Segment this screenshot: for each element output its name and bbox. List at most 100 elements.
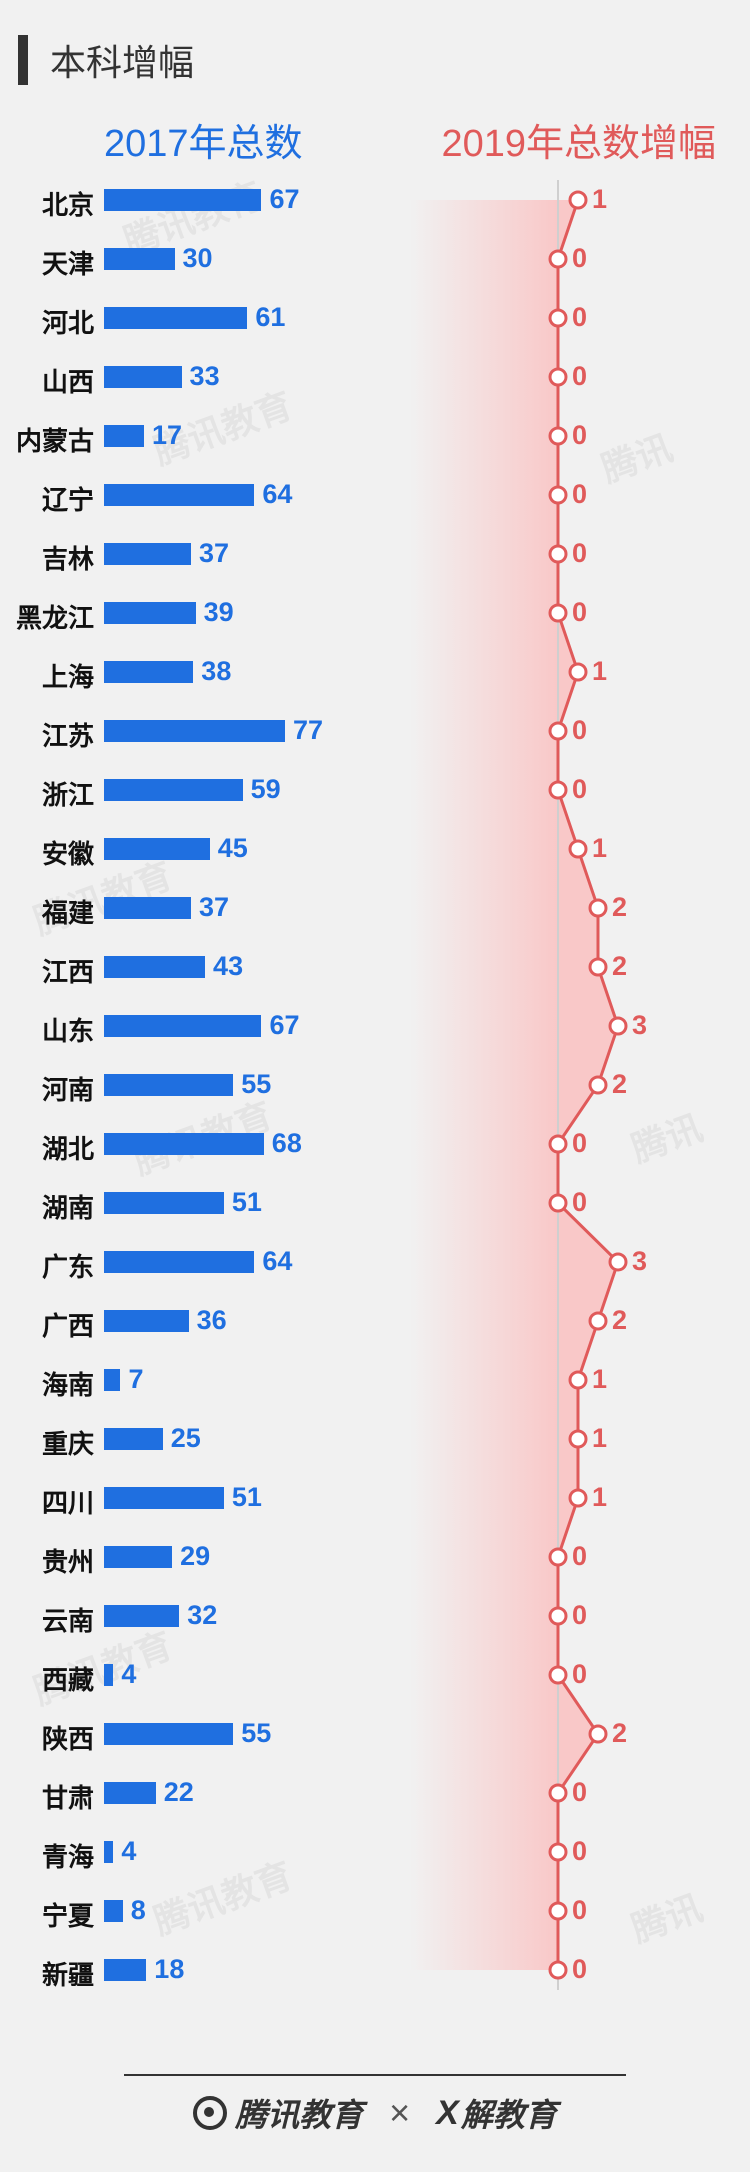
increase-point [568, 1429, 588, 1449]
bar-value-label: 77 [292, 715, 323, 745]
bar [104, 897, 191, 919]
category-label: 新疆 [41, 1960, 94, 1990]
category-label: 内蒙古 [15, 426, 94, 456]
increase-point [548, 1842, 568, 1862]
increase-point [548, 1193, 568, 1213]
category-label: 吉林 [41, 544, 94, 574]
increase-value-label: 1 [592, 656, 608, 686]
category-label: 四川 [41, 1488, 94, 1518]
increase-value-label: 3 [632, 1010, 648, 1040]
bar [104, 1959, 147, 1981]
left-column-header: 2017年总数 [104, 123, 303, 165]
increase-point [568, 190, 588, 210]
category-label: 山西 [41, 367, 94, 397]
increase-value-label: 2 [612, 1718, 628, 1748]
tencent-education-logo-icon [193, 2096, 228, 2130]
bar [104, 307, 248, 329]
bar-value-label: 36 [196, 1305, 227, 1335]
increase-point [548, 367, 568, 387]
bar [104, 1782, 156, 1804]
increase-point [548, 1901, 568, 1921]
bar [104, 779, 243, 801]
bar-value-label: 4 [121, 1836, 137, 1866]
bar-value-label: 22 [163, 1777, 194, 1807]
increase-value-label: 0 [572, 538, 588, 568]
category-label: 辽宁 [41, 485, 94, 515]
increase-value-label: 3 [632, 1246, 648, 1276]
category-label: 北京 [41, 190, 94, 220]
increase-value-label: 0 [572, 420, 588, 450]
increase-point [548, 721, 568, 741]
bar [104, 1605, 180, 1627]
category-label: 甘肃 [41, 1783, 94, 1813]
category-label: 浙江 [41, 780, 94, 810]
increase-value-label: 2 [612, 1305, 628, 1335]
increase-value-label: 0 [572, 1777, 588, 1807]
increase-value-label: 2 [612, 892, 628, 922]
increase-point [548, 1606, 568, 1626]
footer-brand-2: 解教育 [460, 2097, 557, 2133]
increase-point [548, 485, 568, 505]
increase-point [548, 1665, 568, 1685]
bar-value-label: 33 [189, 361, 220, 391]
bar-value-label: 51 [231, 1187, 262, 1217]
bar [104, 189, 262, 211]
bar-value-label: 51 [231, 1482, 262, 1512]
bar-value-label: 64 [262, 479, 293, 509]
category-label: 陕西 [41, 1724, 94, 1754]
increase-value-label: 1 [592, 1482, 608, 1512]
bar [104, 1487, 224, 1509]
footer: 腾讯教育 × X 解教育 [0, 2088, 750, 2138]
bar-value-label: 25 [170, 1423, 201, 1453]
increase-value-label: 2 [612, 951, 628, 981]
bar [104, 543, 191, 565]
xie-logo-icon: X [436, 2093, 459, 2132]
bar [104, 366, 182, 388]
bar-value-label: 43 [213, 951, 244, 981]
increase-point [548, 308, 568, 328]
category-label: 福建 [41, 898, 94, 928]
category-label: 天津 [41, 249, 94, 279]
bar [104, 1841, 114, 1863]
increase-point [548, 603, 568, 623]
bar-value-label: 37 [198, 892, 229, 922]
bar [104, 248, 175, 270]
title-accent-bar [18, 35, 28, 85]
increase-point [568, 1370, 588, 1390]
increase-value-label: 2 [612, 1069, 628, 1099]
increase-value-label: 0 [572, 1659, 588, 1689]
bar [104, 1015, 262, 1037]
bar-value-label: 37 [198, 538, 229, 568]
category-label: 江苏 [41, 721, 94, 751]
increase-point [548, 249, 568, 269]
increase-value-label: 0 [572, 1128, 588, 1158]
increase-area [558, 200, 618, 1970]
increase-point [588, 898, 608, 918]
category-label: 湖南 [41, 1193, 94, 1223]
category-label: 西藏 [41, 1665, 94, 1695]
category-label: 上海 [41, 662, 94, 692]
bar [104, 661, 194, 683]
increase-point [608, 1016, 628, 1036]
category-label: 江西 [41, 957, 94, 987]
category-label: 宁夏 [41, 1901, 94, 1931]
increase-point [588, 957, 608, 977]
bar [104, 1192, 224, 1214]
category-label: 云南 [41, 1606, 94, 1636]
increase-value-label: 0 [572, 1836, 588, 1866]
bar-value-label: 64 [262, 1246, 293, 1276]
footer-separator: × [389, 2092, 411, 2133]
bar-value-label: 59 [250, 774, 281, 804]
bar-value-label: 18 [154, 1954, 185, 1984]
bar-value-label: 68 [271, 1128, 302, 1158]
increase-value-label: 0 [572, 1954, 588, 1984]
increase-point [568, 839, 588, 859]
increase-point [548, 544, 568, 564]
increase-value-label: 0 [572, 361, 588, 391]
bar-value-label: 17 [151, 420, 182, 450]
increase-point [548, 1783, 568, 1803]
bar-value-label: 30 [182, 243, 213, 273]
category-label: 重庆 [41, 1429, 94, 1459]
bar [104, 1546, 173, 1568]
title-block: 本科增幅 [18, 34, 194, 86]
